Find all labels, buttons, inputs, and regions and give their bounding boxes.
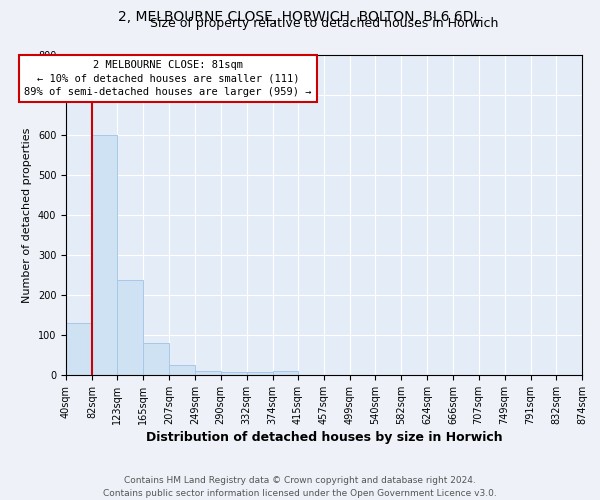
Bar bbox=[169, 365, 196, 375]
Bar bbox=[143, 343, 169, 375]
Bar bbox=[221, 372, 247, 375]
X-axis label: Distribution of detached houses by size in Horwich: Distribution of detached houses by size … bbox=[146, 431, 502, 444]
Bar bbox=[272, 371, 298, 375]
Title: Size of property relative to detached houses in Horwich: Size of property relative to detached ho… bbox=[150, 17, 498, 30]
Bar bbox=[92, 135, 118, 375]
Bar bbox=[118, 280, 143, 375]
Bar bbox=[66, 323, 92, 375]
Bar bbox=[196, 371, 221, 375]
Y-axis label: Number of detached properties: Number of detached properties bbox=[22, 128, 32, 302]
Bar bbox=[247, 372, 272, 375]
Text: 2, MELBOURNE CLOSE, HORWICH, BOLTON, BL6 6DL: 2, MELBOURNE CLOSE, HORWICH, BOLTON, BL6… bbox=[118, 10, 482, 24]
Text: 2 MELBOURNE CLOSE: 81sqm
← 10% of detached houses are smaller (111)
89% of semi-: 2 MELBOURNE CLOSE: 81sqm ← 10% of detach… bbox=[25, 60, 312, 96]
Text: Contains HM Land Registry data © Crown copyright and database right 2024.
Contai: Contains HM Land Registry data © Crown c… bbox=[103, 476, 497, 498]
